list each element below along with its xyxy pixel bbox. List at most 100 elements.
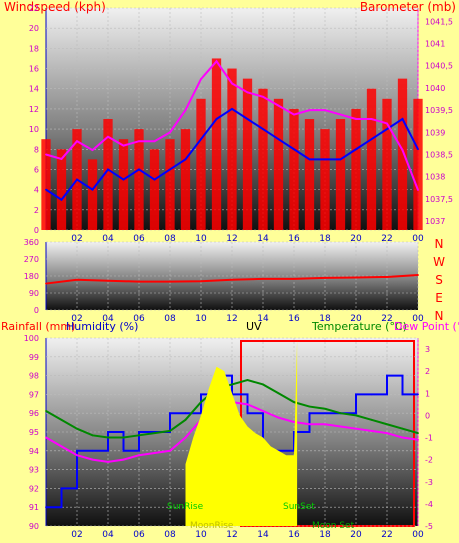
x-tick-label: 00 bbox=[412, 314, 424, 324]
moonset-annotation: Moon Set bbox=[312, 521, 355, 531]
y-right-tick-label: -5 bbox=[425, 522, 433, 531]
series-point bbox=[122, 436, 125, 439]
series-point bbox=[60, 445, 63, 448]
x-tick-label: 20 bbox=[350, 530, 362, 540]
series-point bbox=[355, 427, 357, 430]
series-point bbox=[355, 393, 357, 396]
series-point bbox=[107, 436, 109, 439]
compass-label: W bbox=[433, 255, 445, 269]
x-tick-label: 22 bbox=[381, 314, 392, 324]
series-point bbox=[308, 423, 311, 426]
uv-area bbox=[185, 340, 298, 526]
y-right-tick-label: 3 bbox=[425, 345, 430, 354]
series-point bbox=[386, 423, 388, 426]
x-tick-label: 00 bbox=[412, 530, 424, 540]
x-tick-label: 16 bbox=[288, 314, 300, 324]
series-point bbox=[324, 109, 326, 112]
series-point bbox=[246, 412, 249, 415]
y-left-tick-label: 99 bbox=[29, 353, 39, 362]
series-point bbox=[324, 423, 326, 426]
y-left-tick-label: 4 bbox=[34, 186, 39, 195]
x-tick-label: 12 bbox=[226, 234, 237, 244]
series-point bbox=[339, 158, 342, 161]
series-point bbox=[76, 178, 78, 181]
x-tick-label: 22 bbox=[381, 234, 392, 244]
series-point bbox=[200, 78, 202, 80]
series-point bbox=[355, 118, 357, 120]
x-tick-label: 18 bbox=[319, 314, 331, 324]
x-tick-label: 20 bbox=[350, 234, 362, 244]
series-point bbox=[60, 418, 63, 421]
series-point bbox=[45, 153, 47, 156]
series-point bbox=[153, 140, 156, 143]
series-point bbox=[45, 410, 47, 412]
series-point bbox=[122, 449, 125, 452]
series-point bbox=[122, 458, 125, 461]
series-point bbox=[401, 118, 404, 120]
x-tick-label: 06 bbox=[133, 234, 145, 244]
y-right-tick-label: 1038 bbox=[425, 173, 445, 182]
series-point bbox=[169, 280, 171, 283]
windspeed-bar bbox=[118, 139, 129, 230]
series-point bbox=[308, 109, 311, 112]
series-point bbox=[138, 280, 140, 283]
series-point bbox=[246, 379, 249, 381]
series-point bbox=[45, 506, 47, 509]
series-point bbox=[231, 278, 233, 281]
series-point bbox=[138, 454, 140, 457]
y-left-tick-label: 100 bbox=[24, 334, 39, 343]
series-point bbox=[60, 158, 63, 160]
series-point bbox=[76, 449, 78, 452]
series-point bbox=[293, 148, 295, 151]
series-point bbox=[339, 412, 342, 415]
windspeed-bar bbox=[103, 119, 113, 230]
y-left-tick-label: 8 bbox=[34, 145, 39, 154]
x-tick-label: 06 bbox=[133, 530, 145, 540]
windspeed-bar bbox=[87, 159, 98, 230]
x-tick-label: 04 bbox=[102, 530, 114, 540]
series-point bbox=[246, 403, 249, 406]
temperature-axis-title: Temperature (°C) bbox=[311, 320, 407, 333]
y-left-tick-label: 94 bbox=[29, 447, 39, 456]
series-point bbox=[386, 432, 388, 435]
series-point bbox=[370, 118, 373, 120]
y-left-tick-label: 0 bbox=[34, 306, 39, 315]
series-point bbox=[339, 425, 342, 428]
compass-label: E bbox=[435, 291, 443, 305]
x-tick-label: 18 bbox=[319, 530, 331, 540]
x-tick-label: 10 bbox=[195, 314, 207, 324]
series-point bbox=[417, 274, 419, 276]
windspeed-bar bbox=[149, 149, 160, 230]
series-point bbox=[76, 140, 78, 143]
y-right-tick-label: -1 bbox=[425, 434, 433, 443]
series-point bbox=[169, 429, 171, 432]
series-point bbox=[60, 487, 63, 490]
y-right-tick-label: 0 bbox=[425, 411, 430, 420]
rain-temp-panel: Rainfall (mm) Humidity (%) UV Temperatur… bbox=[1, 320, 459, 540]
x-tick-label: 20 bbox=[350, 314, 362, 324]
series-point bbox=[107, 460, 109, 463]
rainfall-axis-title: Rainfall (mm) bbox=[1, 320, 75, 333]
series-point bbox=[169, 131, 171, 134]
series-point bbox=[231, 383, 233, 386]
x-tick-label: 22 bbox=[381, 530, 392, 540]
x-tick-label: 08 bbox=[164, 530, 176, 540]
series-point bbox=[60, 198, 63, 201]
y-left-tick-label: 360 bbox=[24, 238, 39, 247]
series-point bbox=[246, 118, 249, 120]
series-point bbox=[293, 277, 295, 280]
series-point bbox=[91, 149, 94, 151]
windspeed-bar bbox=[397, 78, 408, 231]
y-right-tick-label: -4 bbox=[425, 500, 433, 509]
y-left-tick-label: 97 bbox=[29, 390, 39, 399]
windspeed-bar bbox=[165, 139, 175, 230]
y-left-tick-label: 12 bbox=[29, 105, 39, 114]
x-tick-label: 04 bbox=[102, 234, 114, 244]
y-left-tick-label: 2 bbox=[34, 206, 39, 215]
series-point bbox=[339, 113, 342, 116]
series-point bbox=[293, 431, 295, 433]
series-point bbox=[138, 431, 140, 433]
y-left-tick-label: 270 bbox=[24, 255, 39, 264]
